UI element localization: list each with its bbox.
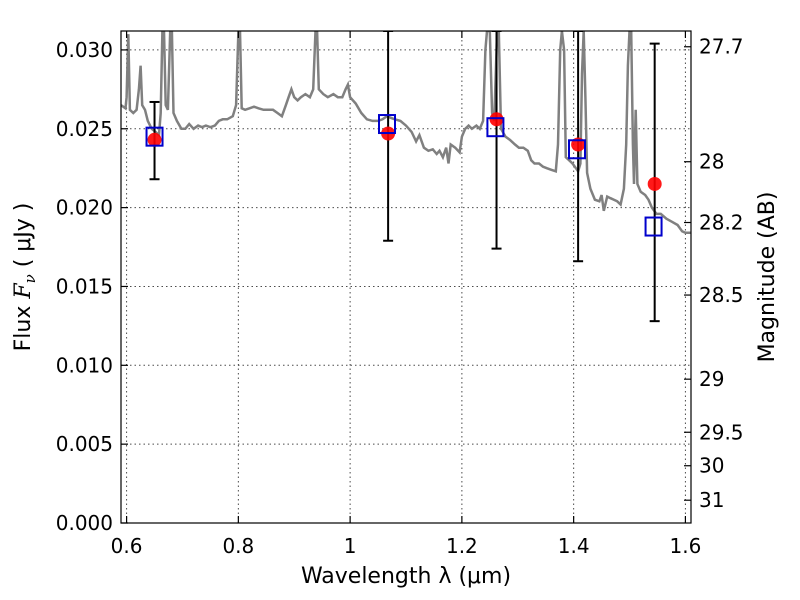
- y-tick-label: 0.015: [56, 274, 113, 298]
- observed-point: [647, 176, 662, 191]
- model-spectrum-line: [121, 31, 691, 235]
- observed-point: [147, 132, 162, 147]
- observed-points: [147, 112, 662, 191]
- y-label-symbol: F: [11, 283, 36, 300]
- model-photometry-square: [644, 216, 663, 237]
- y2-tick-label: 29: [699, 367, 724, 391]
- y2-tick-label: 29.5: [699, 420, 744, 444]
- x-tick-label: 1: [344, 534, 357, 558]
- model-photometry-square: [145, 126, 164, 147]
- y2-tick-label: 28.5: [699, 283, 744, 307]
- y-tick-label: 0.025: [56, 117, 113, 141]
- axis-ticks: [121, 31, 691, 524]
- x-tick-labels: 0.6 0.8 1 1.2 1.4 1.6: [111, 534, 702, 558]
- y2-tick-label: 31: [699, 488, 724, 512]
- y-label-prefix: Flux: [11, 299, 36, 352]
- y-tick-label: 0.010: [56, 353, 113, 377]
- model-photometry-square: [568, 139, 586, 160]
- observed-point: [489, 112, 504, 127]
- model-photometry-square: [378, 114, 396, 135]
- y2-tick-label: 28: [699, 150, 724, 174]
- plot-frame: [120, 30, 692, 524]
- x-tick-label: 0.6: [111, 534, 143, 558]
- x-tick-label: 1.2: [446, 534, 478, 558]
- y-tick-label: 0.005: [56, 432, 113, 456]
- y2-tick-labels: 27.7 28 28.2 28.5 29 29.5 30 31: [699, 35, 744, 512]
- plot-area: [121, 31, 691, 323]
- model-photometry-square: [486, 117, 505, 138]
- y-tick-label: 0.030: [56, 38, 113, 62]
- y-axis-label: Flux Fν ( μJy ): [11, 203, 39, 352]
- y-tick-labels: 0.000 0.005 0.010 0.015 0.020 0.025 0.030: [56, 38, 113, 535]
- x-tick-label: 0.8: [222, 534, 254, 558]
- model-photometry-points: [145, 114, 663, 237]
- y-tick-label: 0.020: [56, 196, 113, 220]
- y-tick-label: 0.000: [56, 511, 113, 535]
- y2-tick-label: 28.2: [699, 211, 744, 235]
- y-label-suffix: ( μJy ): [11, 203, 36, 275]
- x-tick-label: 1.6: [670, 534, 702, 558]
- y2-tick-label: 30: [699, 454, 724, 478]
- y-label-subscript: ν: [21, 274, 39, 283]
- x-axis-label: Wavelength λ (μm): [301, 564, 511, 589]
- y2-tick-label: 27.7: [699, 35, 744, 59]
- y2-axis-label: Magnitude (AB): [755, 192, 780, 363]
- x-tick-label: 1.4: [558, 534, 590, 558]
